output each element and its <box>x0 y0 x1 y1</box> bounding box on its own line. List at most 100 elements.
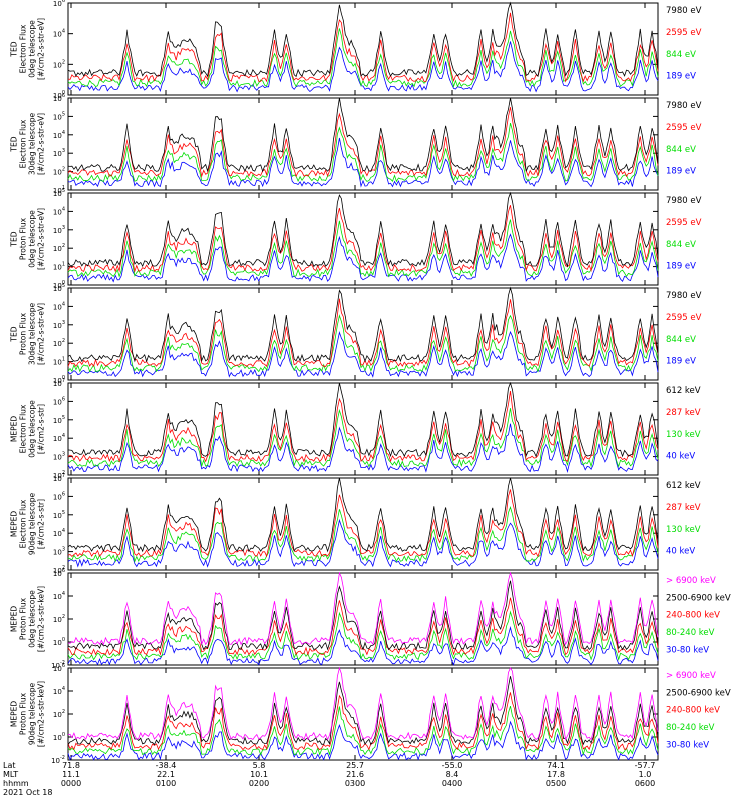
y-tick-label: 100 <box>53 637 65 647</box>
y-tick-label: 100 <box>53 280 65 290</box>
y-tick-label: 106 <box>53 0 65 8</box>
y-tick-label: 105 <box>53 510 65 520</box>
legend-entry: 130 keV <box>666 430 701 440</box>
series-line-130-keV <box>67 408 659 468</box>
tick-exponent: 1 <box>62 262 65 268</box>
tick-exponent: 3 <box>62 320 65 326</box>
y-tick-label: 104 <box>53 433 65 443</box>
x-tick-lat: 74.1 <box>547 761 565 770</box>
legend-entry: 7980 eV <box>666 196 702 206</box>
y-tick-label: 102 <box>53 565 65 575</box>
legend-entry: 2500-6900 keV <box>666 593 731 603</box>
legend-entry: 287 keV <box>666 503 701 513</box>
legend-entry: 2595 eV <box>666 28 702 38</box>
series-line-612-keV <box>67 381 659 458</box>
series-line-80-240-keV <box>67 610 659 661</box>
legend-entry: 7980 eV <box>666 291 702 301</box>
y-tick-label: 102 <box>53 243 65 253</box>
y-tick-label: 102 <box>53 709 65 719</box>
x-tick-hhmm: 0200 <box>249 779 269 788</box>
legend-entry: > 6900 keV <box>666 671 716 681</box>
y-tick-label: 103 <box>53 225 65 235</box>
y-axis-label: 0deg telescope <box>28 20 37 78</box>
x-tick-mlt: 17.8 <box>547 770 565 779</box>
x-tick-hhmm: 0300 <box>345 779 365 788</box>
legend-entry: 189 eV <box>666 167 696 177</box>
series-line-240-800-keV <box>67 692 659 751</box>
legend-entry: 80-240 keV <box>666 723 715 733</box>
y-tick-label: 100 <box>53 732 65 742</box>
tick-exponent: 5 <box>62 415 65 421</box>
tick-exponent: 6 <box>62 396 65 402</box>
tick-exponent: 3 <box>62 225 65 231</box>
series-line-189-eV <box>67 137 659 188</box>
y-tick-label: 102 <box>53 614 65 624</box>
y-axis-label: 90deg telescope <box>28 682 37 745</box>
tick-exponent: 0 <box>62 280 65 286</box>
y-tick-label: 106 <box>53 663 65 673</box>
series-line-844-eV <box>67 314 659 373</box>
y-tick-label: 103 <box>53 320 65 330</box>
series-line-844-eV <box>67 219 659 278</box>
tick-exponent: 1 <box>62 357 65 363</box>
y-axis-label: MEPED <box>10 606 19 632</box>
y-axis-label: 0deg telescope <box>28 210 37 268</box>
tick-exponent: 2 <box>62 565 65 571</box>
tick-exponent: 6 <box>62 491 65 497</box>
y-axis-label: 0deg telescope <box>28 400 37 458</box>
y-tick-label: 107 <box>53 473 65 483</box>
y-axis-label: MEPED <box>10 701 19 727</box>
series-line-30-80-keV <box>67 626 659 666</box>
series-line-189-eV <box>67 233 659 283</box>
legend-entry: 240-800 keV <box>666 706 720 716</box>
y-axis-label: [#/cm2-s-str] <box>37 404 46 454</box>
x-tick-hhmm: 0100 <box>156 779 176 788</box>
x-tick-mlt: 21.6 <box>346 770 364 779</box>
y-tick-label: 105 <box>53 415 65 425</box>
tick-exponent: 5 <box>62 188 65 194</box>
series-line-40-keV <box>67 518 659 568</box>
x-tick-mlt: 10.1 <box>250 770 268 779</box>
tick-exponent: 6 <box>62 0 65 4</box>
series-line-2595-eV <box>67 205 659 273</box>
tick-exponent: 4 <box>62 301 65 307</box>
legend-entry: 7980 eV <box>666 6 702 16</box>
legend-entry: 2595 eV <box>666 123 702 133</box>
tick-exponent: 7 <box>62 378 65 384</box>
legend-entry: 189 eV <box>666 357 696 367</box>
tick-exponent: 6 <box>62 93 65 99</box>
panel-frame <box>67 192 659 286</box>
y-tick-label: 104 <box>53 130 65 140</box>
legend-entry: 612 keV <box>666 481 701 491</box>
y-axis-label: [#/cm2-s-str-eV] <box>37 18 46 80</box>
series-line-240-800-keV <box>67 597 659 656</box>
y-axis-label: TED <box>10 136 19 152</box>
series-line-7980-eV <box>67 286 659 363</box>
x-tick-hhmm: 0000 <box>61 779 81 788</box>
x-tick-mlt: 8.4 <box>446 770 459 779</box>
y-axis-label: Electron Flux <box>19 499 28 548</box>
legend-entry: 130 keV <box>666 525 701 535</box>
tick-exponent: 0 <box>62 90 65 96</box>
series-line-844-eV <box>67 122 659 183</box>
y-axis-label: TED <box>10 326 19 342</box>
legend-entry: 2595 eV <box>666 218 702 228</box>
legend-entry: 80-240 keV <box>666 628 715 638</box>
tick-exponent: 4 <box>62 591 65 597</box>
x-tick-mlt: 22.1 <box>157 770 175 779</box>
tick-exponent: 5 <box>62 510 65 516</box>
y-tick-label: 100 <box>53 90 65 100</box>
tick-exponent: 4 <box>62 29 65 35</box>
y-axis-label: Proton Flux <box>19 597 28 640</box>
x-row-label: Lat <box>3 761 16 770</box>
x-tick-lat: -38.4 <box>156 761 177 770</box>
x-tick-mlt: 11.1 <box>62 770 80 779</box>
tick-exponent: 3 <box>62 547 65 553</box>
y-tick-label: 104 <box>53 206 65 216</box>
tick-exponent: 4 <box>62 433 65 439</box>
tick-exponent: 5 <box>62 283 65 289</box>
tick-exponent: 6 <box>62 663 65 669</box>
y-tick-label: 103 <box>53 148 65 158</box>
series-line-2500-6900-keV <box>67 580 659 651</box>
